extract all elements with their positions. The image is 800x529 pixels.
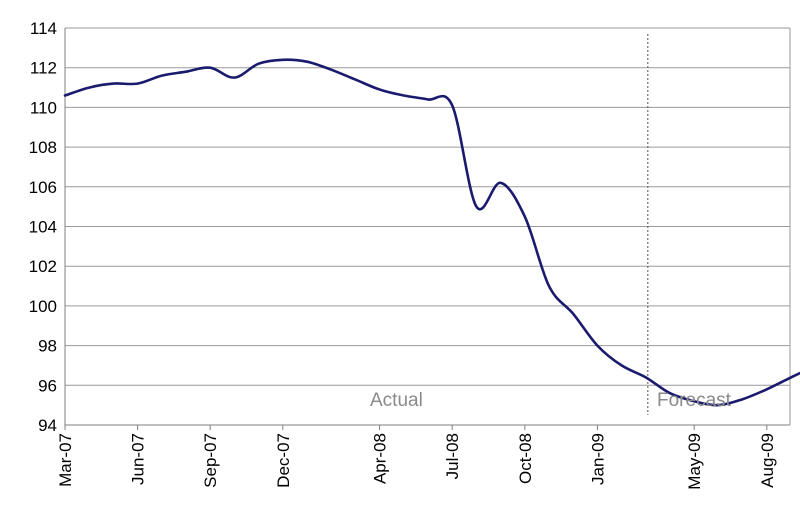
y-tick-label-114: 114: [30, 19, 57, 38]
y-tick-label-106: 106: [29, 178, 57, 197]
data-point-Sep-07: [208, 66, 212, 70]
x-tick-label-Jul-08: Jul-08: [443, 433, 462, 479]
y-tick-label-98: 98: [38, 337, 57, 356]
y-tick-label-108: 108: [29, 138, 57, 157]
data-point-Jul-09: [741, 397, 745, 401]
x-tick-label-Oct-08: Oct-08: [516, 433, 535, 484]
annotation-actual: Actual: [370, 390, 423, 411]
x-tick-label-Aug-09: Aug-09: [758, 433, 777, 488]
gridlines: [65, 27, 790, 386]
y-tick-label-104: 104: [29, 218, 57, 237]
y-tick-label-112: 112: [30, 59, 57, 78]
data-point-Aug-08: [474, 205, 478, 209]
y-tick-labels: 94 96 98 100 102 104 106 108 110 112 114: [29, 19, 57, 435]
x-tick-label-Mar-07: Mar-07: [56, 433, 75, 487]
annotation-forecast: Forecast: [657, 390, 732, 411]
data-point-Jun-08: [426, 98, 430, 102]
y-tick-label-94: 94: [38, 416, 57, 435]
data-point-Dec-07: [281, 58, 285, 62]
data-point-Jul-08: [450, 103, 454, 107]
series-line-0: [63, 58, 800, 407]
x-tick-label-Apr-08: Apr-08: [371, 433, 390, 484]
data-point-Apr-07: [87, 86, 91, 90]
y-tick-label-102: 102: [29, 257, 57, 276]
data-point-Oct-07: [232, 76, 236, 80]
data-point-Nov-08: [547, 284, 551, 288]
data-point-Aug-09: [765, 387, 769, 391]
data-point-Sep-08: [499, 181, 503, 185]
data-point-Feb-09: [620, 363, 624, 367]
x-tick-labels: Mar-07 Jun-07 Sep-07 Dec-07 Apr-08 Jul-08 Oct-…: [56, 433, 777, 490]
data-point-Jul-07: [160, 74, 164, 78]
x-tick-label-Sep-07: Sep-07: [201, 433, 220, 488]
y-tick-label-100: 100: [29, 297, 57, 316]
x-tick-label-May-09: May-09: [685, 433, 704, 490]
data-point-Jun-07: [136, 82, 140, 86]
data-point-Sep-09: [789, 375, 793, 379]
data-point-Nov-07: [257, 62, 261, 66]
x-tick-label-Jun-07: Jun-07: [129, 433, 148, 485]
series-layer: [63, 58, 800, 407]
data-point-Apr-08: [378, 88, 382, 92]
data-point-Jan-09: [595, 344, 599, 348]
data-point-Mar-07: [63, 94, 67, 98]
y-tick-label-110: 110: [30, 98, 57, 117]
data-point-Oct-08: [523, 215, 527, 219]
data-point-Jan-08: [305, 60, 309, 64]
axes: [64, 28, 791, 430]
x-tick-label-Dec-07: Dec-07: [274, 433, 293, 488]
data-point-Feb-08: [329, 68, 333, 72]
y-tick-label-96: 96: [38, 376, 57, 395]
data-point-May-08: [402, 94, 406, 98]
data-point-Aug-07: [184, 70, 188, 74]
data-point-Dec-08: [571, 312, 575, 316]
data-point-May-07: [111, 82, 115, 86]
annotations: Actual Forecast: [370, 390, 732, 411]
x-tick-label-Jan-09: Jan-09: [588, 433, 607, 485]
data-point-Mar-08: [353, 78, 357, 82]
data-point-Mar-09: [644, 375, 648, 379]
